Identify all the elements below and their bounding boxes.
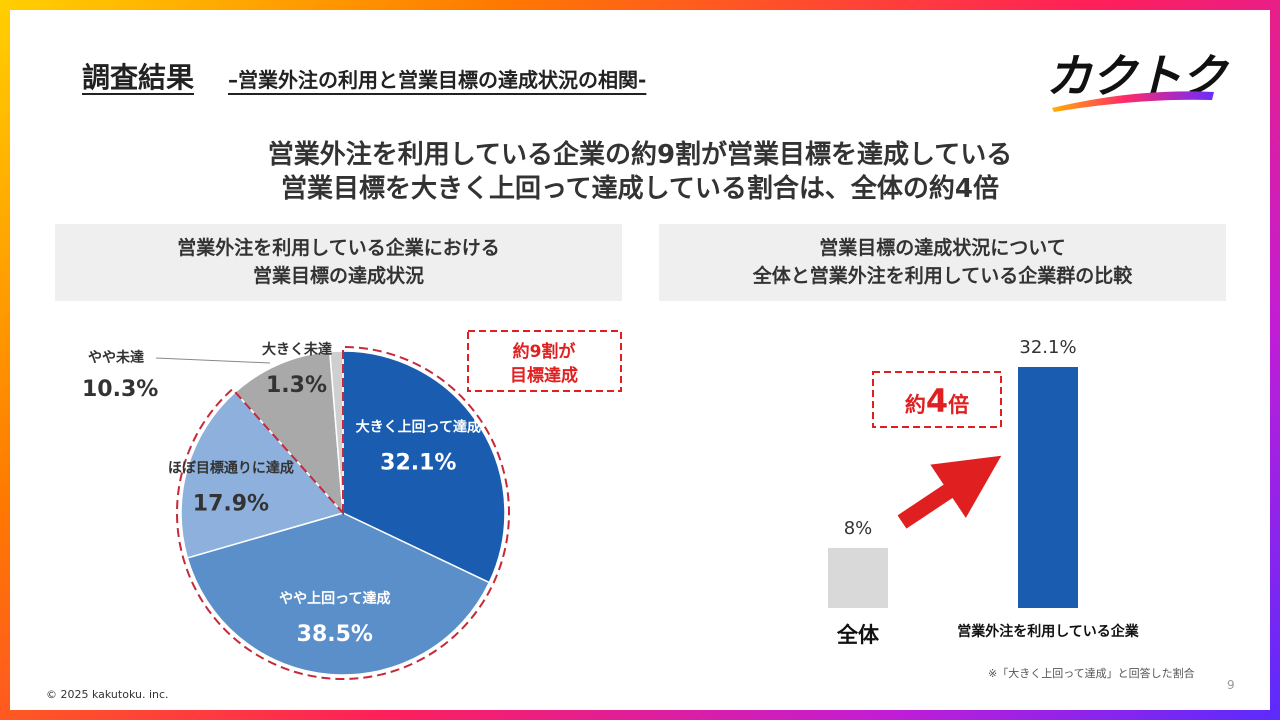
slide: 調査結果 –営業外注の利用と営業目標の達成状況の相関- カクトク 営業外注を利用し…	[10, 10, 1270, 710]
pie-label-1: 大きく上回って達成	[356, 418, 481, 435]
callout-line2: 目標達成	[510, 365, 578, 386]
bar-panel-header: 営業目標の達成状況について 全体と営業外注を利用している企業群の比較	[659, 224, 1226, 301]
callout-box	[467, 330, 622, 392]
callout-line1: 約9割が	[513, 341, 576, 362]
pie-label-2: やや上回って達成	[279, 590, 390, 607]
pie-value-4: 10.3%	[82, 377, 158, 402]
pie-slice-1	[342, 350, 506, 584]
pie-slice-4	[234, 350, 344, 516]
bar-value-1: 8%	[844, 518, 873, 539]
pie-slice-3	[180, 391, 345, 559]
bar-2	[1018, 367, 1078, 608]
bar-1	[828, 547, 888, 608]
bar-value-2: 32.1%	[1019, 337, 1076, 358]
page-title: 調査結果 –営業外注の利用と営業目標の達成状況の相関-	[82, 56, 646, 96]
pie-value-5: 1.3%	[266, 373, 327, 398]
pie-panel-title-line1: 営業外注を利用している企業における	[177, 237, 500, 259]
page-title-main: 調査結果	[82, 61, 195, 94]
multiplier-text: 約4倍	[905, 382, 969, 420]
pie-label-5: 大きく未達	[262, 341, 332, 358]
logo-swoosh	[1052, 91, 1214, 112]
pie-panel-header: 営業外注を利用している企業における 営業目標の達成状況	[55, 224, 622, 301]
pie-label-3: ほぼ目標通りに達成	[168, 460, 294, 477]
page-subtitle: –営業外注の利用と営業目標の達成状況の相関-	[228, 68, 647, 92]
bar-chart: 8% 全体 32.1% 営業外注を利用している企業 約4倍	[828, 337, 1140, 647]
footnote: ※「大きく上回って達成」と回答した割合	[988, 667, 1195, 680]
pie-slice-2	[186, 512, 491, 676]
page-number: 9	[1227, 678, 1235, 692]
bar-category-1: 全体	[836, 623, 880, 647]
bar-panel-title-line1: 営業目標の達成状況について	[819, 237, 1066, 259]
pie-label-4: やや未達	[88, 349, 144, 366]
bar-panel-title-line2: 全体と営業外注を利用している企業群の比較	[752, 265, 1133, 287]
brand-logo: カクトク	[1046, 40, 1236, 120]
pie-value-1: 32.1%	[380, 450, 456, 475]
leader-line	[155, 357, 271, 364]
headline-line2: 営業目標を大きく上回って達成している割合は、全体の約4倍	[280, 174, 999, 204]
headline-line1: 営業外注を利用している企業の約9割が営業目標を達成している	[267, 140, 1013, 170]
pie-panel-title-line2: 営業目標の達成状況	[252, 265, 424, 287]
pie-value-2: 38.5%	[297, 622, 373, 647]
headline: 営業外注を利用している企業の約9割が営業目標を達成している 営業目標を大きく上回…	[10, 138, 1270, 206]
pie-value-3: 17.9%	[193, 492, 269, 517]
copyright: © 2025 kakutoku. inc.	[46, 688, 169, 701]
bar-category-2: 営業外注を利用している企業	[957, 623, 1140, 640]
increase-arrow	[897, 455, 1002, 529]
pie-chart: 大きく上回って達成 32.1% やや上回って達成 38.5% ほぼ目標通りに達成 17.9…	[82, 330, 622, 680]
multiplier-callout-box	[872, 371, 1002, 428]
